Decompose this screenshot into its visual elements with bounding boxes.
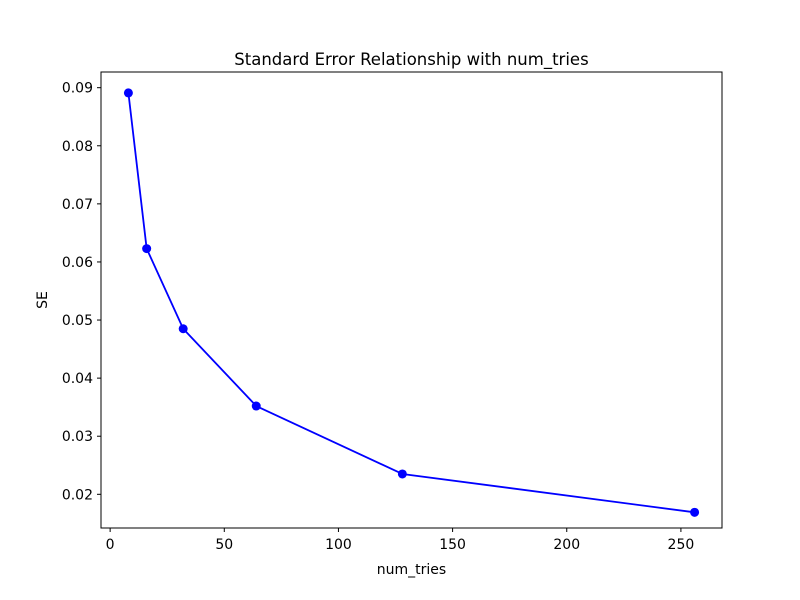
y-tick-label: 0.08 — [62, 139, 93, 155]
x-axis-label: num_tries — [377, 562, 446, 578]
plot-border — [100, 71, 723, 529]
x-tick-label: 50 — [215, 537, 233, 553]
x-tick-label: 150 — [439, 537, 466, 553]
plot-area — [101, 72, 722, 528]
data-point-marker — [178, 324, 188, 334]
x-tick-label: 0 — [106, 537, 115, 553]
data-series — [123, 88, 700, 517]
data-point-marker — [251, 401, 261, 411]
y-tick-label: 0.09 — [62, 81, 93, 97]
y-tick-label: 0.06 — [62, 255, 93, 271]
data-line — [127, 92, 696, 514]
x-tick-label: 100 — [325, 537, 352, 553]
x-axis-ticks: 0 50 100 150 200 250 — [106, 528, 695, 553]
y-tick-label: 0.05 — [62, 313, 93, 329]
chart-title: Standard Error Relationship with num_tri… — [234, 50, 588, 70]
y-axis-ticks: 0.02 0.03 0.04 0.05 0.06 0.07 0.08 0.09 — [62, 81, 101, 503]
y-axis-label: SE — [35, 291, 51, 309]
data-point-marker — [142, 244, 152, 254]
data-point-marker — [123, 88, 133, 98]
y-tick-label: 0.03 — [62, 429, 93, 445]
data-point-marker — [690, 507, 700, 517]
y-tick-label: 0.07 — [62, 197, 93, 213]
data-point-marker — [397, 469, 407, 479]
x-tick-label: 200 — [553, 537, 580, 553]
y-tick-label: 0.04 — [62, 371, 93, 387]
x-tick-label: 250 — [668, 537, 695, 553]
y-tick-label: 0.02 — [62, 487, 93, 503]
